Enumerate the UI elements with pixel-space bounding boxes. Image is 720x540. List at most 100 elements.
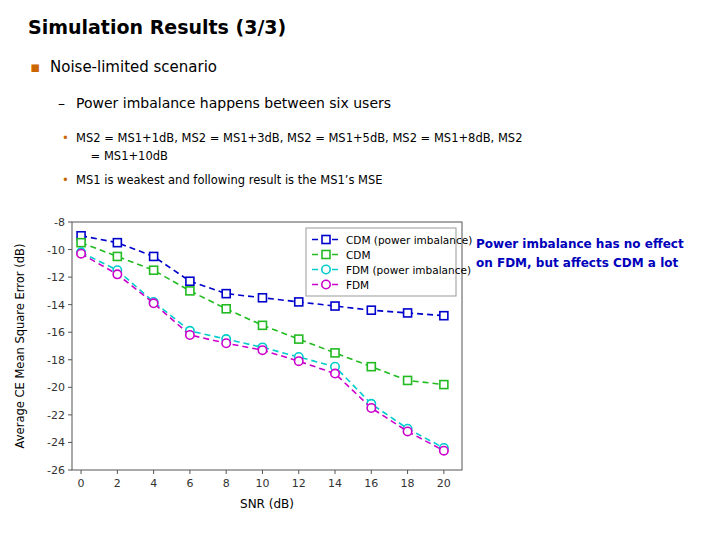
point-marker: [295, 298, 303, 306]
point-marker: [222, 339, 230, 347]
x-tick: [262, 470, 263, 474]
y-tick: [68, 332, 72, 333]
point-marker: [77, 239, 85, 247]
annotation: on FDM, but affects CDM a lot: [476, 256, 678, 270]
y-tick-label: -8: [54, 216, 65, 229]
point-marker: [186, 331, 194, 339]
x-tick-label: 10: [255, 477, 269, 490]
y-tick-label: -22: [47, 409, 65, 422]
x-tick-label: 8: [223, 477, 230, 490]
y-tick: [68, 414, 72, 415]
y-tick: [68, 387, 72, 388]
plot-frame: [72, 222, 462, 470]
bullet-symbol: –: [58, 95, 65, 111]
point-marker: [440, 381, 448, 389]
point-marker: [295, 335, 303, 343]
point-marker: [367, 363, 375, 371]
background: [0, 0, 720, 540]
legend-marker: [322, 236, 330, 244]
point-marker: [258, 346, 266, 354]
legend-marker: [322, 251, 330, 259]
y-tick-label: -20: [47, 381, 65, 394]
x-tick-label: 16: [364, 477, 378, 490]
y-tick-label: -18: [47, 354, 65, 367]
y-tick-label: -14: [47, 299, 65, 312]
annotation: Power imbalance has no effect: [476, 237, 684, 251]
bullet-text: MS1 is weakest and following result is t…: [76, 173, 383, 187]
legend-marker: [322, 280, 330, 288]
y-tick-label: -12: [47, 271, 65, 284]
x-tick-label: 4: [150, 477, 157, 490]
x-tick-label: 2: [114, 477, 121, 490]
legend: CDM (power imbalance) CDM FDM (power imbal…: [306, 228, 472, 296]
point-marker: [258, 294, 266, 302]
point-marker: [367, 404, 375, 412]
x-tick: [81, 470, 82, 474]
y-tick-label: -10: [47, 244, 65, 257]
legend-marker: [322, 265, 330, 273]
point-marker: [367, 306, 375, 314]
x-tick-label: 20: [437, 477, 451, 490]
point-marker: [149, 299, 157, 307]
bullet-text: Noise-limited scenario: [50, 58, 217, 76]
point-marker: [186, 287, 194, 295]
x-tick: [407, 470, 408, 474]
point-marker: [113, 252, 121, 260]
y-axis-label: Average CE Mean Square Error (dB): [13, 244, 27, 449]
point-marker: [222, 305, 230, 313]
point-marker: [404, 309, 412, 317]
bullet-text: = MS1+10dB: [76, 149, 168, 163]
y-tick: [68, 304, 72, 305]
title: Simulation Results (3/3): [28, 16, 286, 38]
x-tick-label: 12: [292, 477, 306, 490]
x-tick: [189, 470, 190, 474]
y-tick: [68, 359, 72, 360]
point-marker: [440, 312, 448, 320]
chart: Simulation Results (3/3) ▪ Noise-limited s…: [0, 0, 720, 540]
y-tick-label: -16: [47, 326, 65, 339]
point-marker: [404, 376, 412, 384]
x-tick: [335, 470, 336, 474]
y-tick-label: -26: [47, 464, 65, 477]
legend-label: CDM: [346, 249, 370, 261]
x-tick: [226, 470, 227, 474]
point-marker: [150, 266, 158, 274]
point-marker: [77, 249, 85, 257]
bullet-text: Power imbalance happens between six user…: [76, 95, 391, 111]
point-marker: [113, 239, 121, 247]
point-marker: [113, 270, 121, 278]
x-tick: [153, 470, 154, 474]
legend-label: FDM (power imbalance): [346, 264, 471, 276]
bullet-symbol: •: [62, 173, 69, 187]
legend-label: FDM: [346, 279, 369, 291]
x-tick-label: 14: [328, 477, 342, 490]
x-tick-label: 18: [401, 477, 415, 490]
point-marker: [331, 302, 339, 310]
y-tick: [68, 470, 72, 471]
bullet-symbol: •: [62, 131, 69, 145]
x-tick-label: 0: [78, 477, 85, 490]
y-tick: [68, 277, 72, 278]
point-marker: [331, 349, 339, 357]
point-marker: [258, 321, 266, 329]
y-tick: [68, 222, 72, 223]
bullet-text: MS2 = MS1+1dB, MS2 = MS1+3dB, MS2 = MS1+…: [76, 131, 522, 145]
x-tick: [117, 470, 118, 474]
point-marker: [440, 447, 448, 455]
point-marker: [331, 369, 339, 377]
point-marker: [186, 277, 194, 285]
point-marker: [295, 357, 303, 365]
y-tick: [68, 442, 72, 443]
x-tick: [298, 470, 299, 474]
x-tick-label: 6: [186, 477, 193, 490]
legend-label: CDM (power imbalance): [346, 234, 472, 246]
y-tick-label: -24: [47, 436, 65, 449]
x-tick: [371, 470, 372, 474]
point-marker: [150, 252, 158, 260]
bullet-symbol: ▪: [30, 58, 40, 76]
x-axis-label: SNR (dB): [240, 497, 294, 511]
y-tick: [68, 249, 72, 250]
point-marker: [403, 427, 411, 435]
point-marker: [222, 290, 230, 298]
x-tick: [443, 470, 444, 474]
